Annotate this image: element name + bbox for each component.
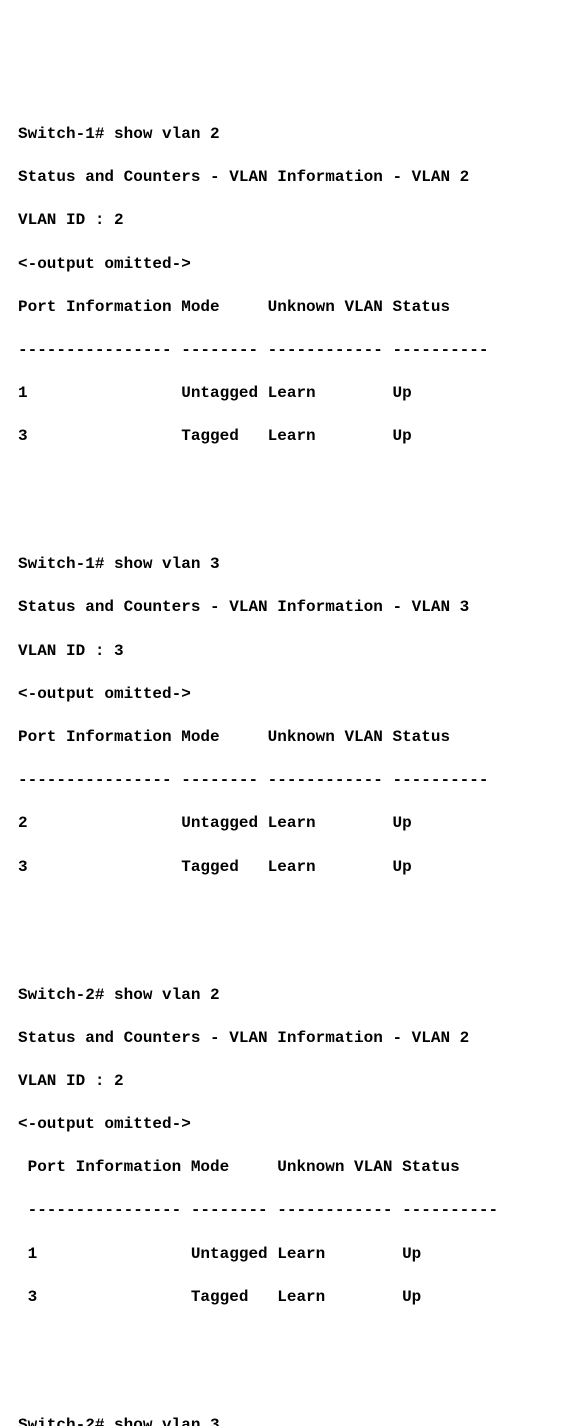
- cli-block-0: Switch-1# show vlan 2 Status and Counter…: [18, 102, 543, 469]
- cli-divider: ---------------- -------- ------------ -…: [18, 770, 543, 792]
- cli-vlan-id: VLAN ID : 3: [18, 641, 543, 663]
- cli-row: 2 Untagged Learn Up: [18, 813, 543, 835]
- cli-prompt: Switch-2# show vlan 3: [18, 1415, 543, 1426]
- cli-divider: ---------------- -------- ------------ -…: [18, 1200, 543, 1222]
- cli-omitted: <-output omitted->: [18, 684, 543, 706]
- cli-omitted: <-output omitted->: [18, 1114, 543, 1136]
- cli-header: Port Information Mode Unknown VLAN Statu…: [18, 727, 543, 749]
- cli-vlan-id: VLAN ID : 2: [18, 210, 543, 232]
- cli-divider: ---------------- -------- ------------ -…: [18, 340, 543, 362]
- cli-title: Status and Counters - VLAN Information -…: [18, 167, 543, 189]
- cli-header: Port Information Mode Unknown VLAN Statu…: [18, 297, 543, 319]
- cli-vlan-id: VLAN ID : 2: [18, 1071, 543, 1093]
- cli-row: 3 Tagged Learn Up: [18, 426, 543, 448]
- cli-row: 1 Untagged Learn Up: [18, 1244, 543, 1266]
- cli-title: Status and Counters - VLAN Information -…: [18, 1028, 543, 1050]
- cli-omitted: <-output omitted->: [18, 254, 543, 276]
- cli-header: Port Information Mode Unknown VLAN Statu…: [18, 1157, 543, 1179]
- cli-prompt: Switch-1# show vlan 2: [18, 124, 543, 146]
- cli-row: 3 Tagged Learn Up: [18, 1287, 543, 1309]
- cli-prompt: Switch-1# show vlan 3: [18, 554, 543, 576]
- cli-title: Status and Counters - VLAN Information -…: [18, 597, 543, 619]
- cli-row: 1 Untagged Learn Up: [18, 383, 543, 405]
- cli-prompt: Switch-2# show vlan 2: [18, 985, 543, 1007]
- cli-block-1: Switch-1# show vlan 3 Status and Counter…: [18, 533, 543, 900]
- cli-block-2: Switch-2# show vlan 2 Status and Counter…: [18, 963, 543, 1330]
- cli-row: 3 Tagged Learn Up: [18, 857, 543, 879]
- cli-block-3: Switch-2# show vlan 3 Status and Counter…: [18, 1393, 543, 1426]
